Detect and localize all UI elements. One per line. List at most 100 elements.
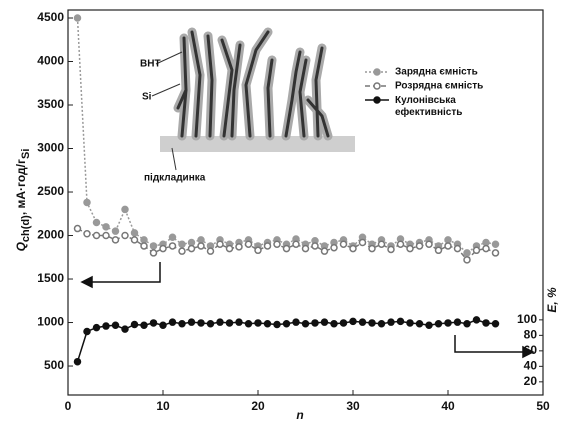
data-point [273,320,281,329]
annotation: Si [142,92,152,103]
data-point [472,316,481,324]
nanowires [176,30,330,138]
data-point [121,205,129,214]
data-point [434,319,443,328]
y-tick-label: 1500 [37,271,64,285]
data-point [83,198,91,207]
legend-label: Зарядна ємність [395,67,478,78]
data-point [273,240,281,248]
data-point [92,218,101,227]
data-point [349,244,357,253]
data-point [339,240,348,248]
data-point [377,319,386,328]
data-point [111,227,120,235]
data-point [387,318,395,326]
legend-label: Розрядна ємність [395,81,483,92]
data-point [149,249,158,257]
data-point [235,243,243,251]
x-tick-label: 40 [441,399,455,413]
data-point [301,319,310,328]
data-point [358,238,367,247]
data-point [92,323,101,332]
y-label-symbol: Q [14,241,28,251]
data-point [444,242,452,250]
y2-tick-label: 40 [524,359,538,373]
data-point [330,319,338,328]
y-tick-label: 2500 [37,184,64,198]
data-point [121,325,129,333]
data-point [254,246,262,255]
x-tick-label: 50 [536,399,550,413]
data-point [111,236,120,244]
y-tick-label: 3000 [37,141,64,155]
data-point [244,240,253,248]
data-point [311,242,319,250]
data-point [168,242,177,250]
data-point [463,319,471,328]
data-point [349,317,357,326]
data-point [377,240,386,248]
data-point [178,240,186,248]
data-point [159,244,167,253]
data-point [311,319,319,327]
data-point [444,236,452,244]
data-point [453,318,462,326]
y-axis-label: Qch(d), мА·год/гSi [14,149,32,252]
data-point [406,319,414,327]
data-point [92,231,101,240]
data-point [73,357,82,366]
data-point [463,256,471,264]
data-point [235,318,243,326]
data-point [102,322,110,330]
data-point [197,236,205,244]
y-tick-label: 2000 [37,228,64,242]
data-point [140,242,148,250]
data-point [121,231,129,240]
pointer [151,83,181,97]
y-label-unit-sub: Si [20,149,32,159]
data-point [159,321,167,330]
data-point [187,244,196,253]
data-point [491,319,500,328]
data-point [482,244,490,253]
x-tick-label: 20 [251,399,265,413]
data-point [216,318,224,326]
legend-marker [373,68,381,76]
data-point [482,319,490,327]
data-point [472,246,481,255]
data-point [453,244,462,253]
legend-marker [373,96,381,104]
data-point [130,236,139,244]
data-point [406,244,414,253]
data-point [358,318,367,326]
data-point [73,224,82,233]
y2-tick-label: 80 [524,328,538,342]
data-point [415,242,424,250]
y-tick-label: 1000 [37,315,64,329]
data-point [482,238,490,247]
x-tick-label: 10 [156,399,170,413]
data-point [387,245,395,254]
data-point [425,321,433,330]
data-point [301,244,310,253]
data-point [254,319,262,327]
data-point [140,236,148,244]
data-point [197,242,205,250]
data-point [491,240,500,248]
y-tick-label: 500 [44,358,64,372]
data-point [339,319,348,327]
data-point [130,229,139,237]
data-point [444,319,452,327]
axis-arrows [80,262,535,359]
data-point [83,327,91,336]
data-point [263,242,272,250]
data-point [149,319,158,327]
data-point [187,238,196,247]
annotation: ВНТ [140,59,161,70]
y-tick-label: 3500 [37,97,64,111]
data-point [330,243,338,252]
data-point [368,319,376,327]
y-tick-label: 4000 [37,54,64,68]
data-point [491,249,500,257]
